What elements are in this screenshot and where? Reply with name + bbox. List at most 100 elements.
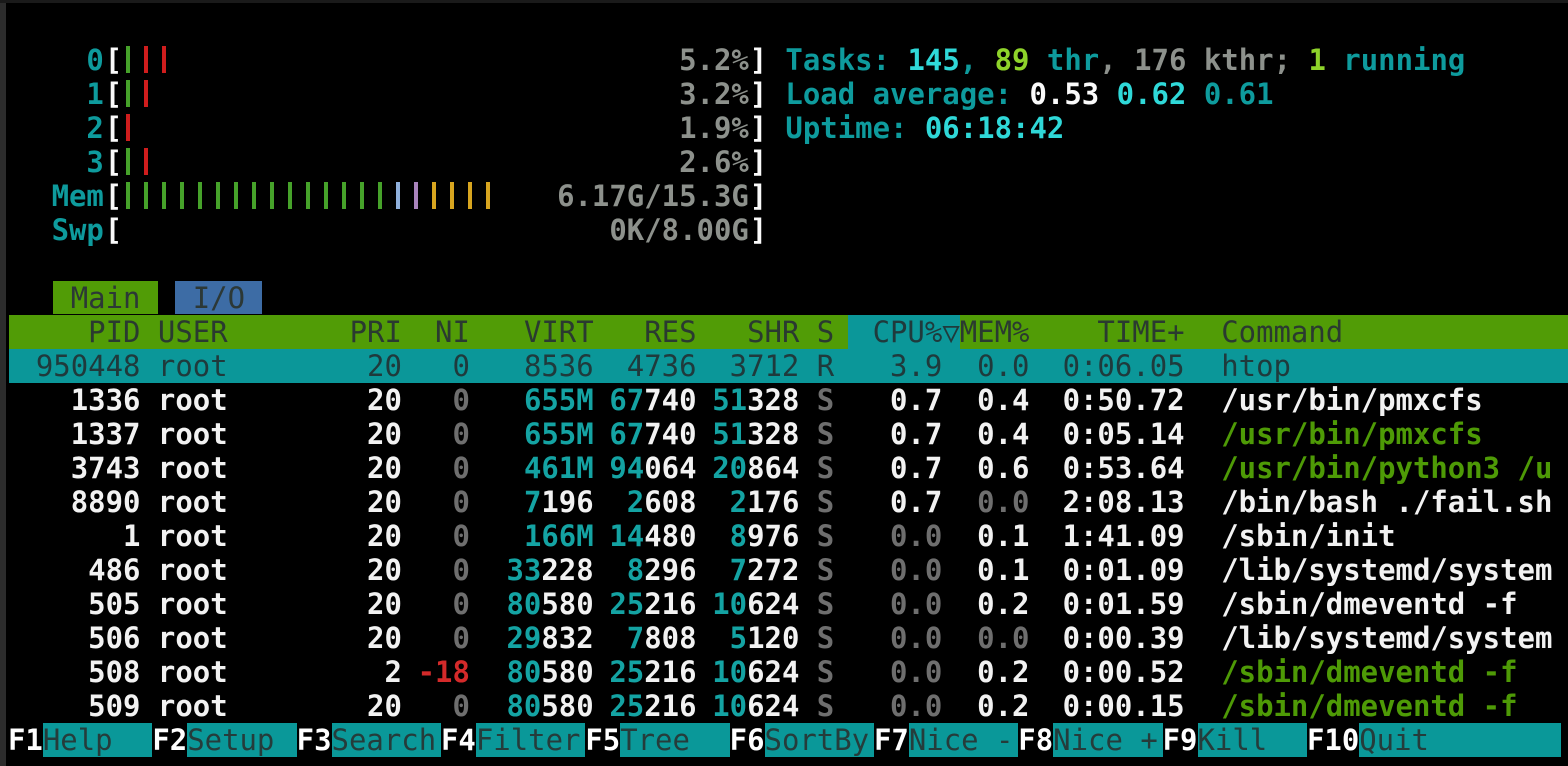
tab-io[interactable]: I/O — [175, 281, 263, 315]
column-header-state[interactable]: S — [816, 315, 835, 349]
meter-close-bracket: ] — [749, 179, 768, 213]
user-cell: root — [157, 553, 228, 587]
tab-main[interactable]: Main — [53, 281, 158, 315]
mem-cell: 0.2 — [977, 689, 1030, 723]
res-cell: 25216 — [609, 689, 697, 723]
function-key[interactable]: F6 — [729, 723, 765, 757]
column-header-cpu[interactable]: CPU% — [872, 315, 943, 349]
user-cell: root — [157, 689, 228, 723]
function-key[interactable]: F4 — [440, 723, 476, 757]
load-label: Load average: — [785, 77, 1030, 111]
pri-cell: 20 — [367, 689, 402, 723]
process-row[interactable]: 486 root 20 0 33228 8296 7272 S 0.0 0.1 … — [8, 553, 1568, 587]
function-key-label[interactable]: Nice - — [908, 723, 1019, 757]
res-cell: 7808 — [626, 621, 697, 655]
process-row[interactable]: 3743 root 20 0 461M 94064 20864 S 0.7 0.… — [8, 451, 1568, 485]
virt-cell: 29832 — [506, 621, 594, 655]
function-key[interactable]: F3 — [296, 723, 332, 757]
function-key[interactable]: F7 — [873, 723, 909, 757]
function-key[interactable]: F5 — [585, 723, 621, 757]
column-header-time[interactable]: TIME+ — [1097, 315, 1185, 349]
function-key[interactable]: F1 — [8, 723, 43, 757]
pid-cell: 505 — [88, 587, 141, 621]
cpu-cell: 0.0 — [890, 689, 943, 723]
function-key-label[interactable]: SortBy — [764, 723, 874, 757]
function-key-label[interactable]: Quit — [1359, 723, 1562, 757]
user-cell: root — [157, 383, 228, 417]
cpu-cell: 0.0 — [890, 519, 943, 553]
shr-cell: 2176 — [729, 485, 800, 519]
cpu-cell: 0.7 — [890, 485, 943, 519]
time-cell: 0:01.59 — [1062, 587, 1185, 621]
pid-cell: 8890 — [70, 485, 141, 519]
mem-cell: 0.0 — [977, 621, 1030, 655]
column-header-res[interactable]: RES — [644, 315, 697, 349]
process-row[interactable]: 509 root 20 0 80580 25216 10624 S 0.0 0.… — [8, 689, 1568, 723]
function-key-label[interactable]: Help — [42, 723, 153, 757]
memory-meter-label: Mem — [51, 179, 104, 213]
virt-cell: 655M — [523, 417, 594, 451]
function-key-label[interactable]: Filter — [475, 723, 586, 757]
meter-close-bracket: ] — [749, 43, 768, 77]
time-cell: 1:41.09 — [1062, 519, 1185, 553]
process-row[interactable]: 505 root 20 0 80580 25216 10624 S 0.0 0.… — [8, 587, 1568, 621]
shr-cell: 10624 — [712, 689, 800, 723]
process-row-selected[interactable]: 950448 root 20 0 8536 4736 3712 R 3.9 0.… — [8, 349, 1568, 383]
function-key-label[interactable]: Kill — [1197, 723, 1307, 757]
column-header-user[interactable]: USER — [157, 315, 228, 349]
ni-cell: 0 — [452, 519, 470, 553]
column-header-ni[interactable]: NI — [435, 315, 470, 349]
user-cell: root — [157, 485, 228, 519]
pid-cell: 508 — [88, 655, 141, 689]
function-key[interactable]: F10 — [1306, 723, 1360, 757]
column-header-virt[interactable]: VIRT — [523, 315, 594, 349]
function-key[interactable]: F8 — [1018, 723, 1054, 757]
shr-cell: 3712 — [729, 349, 800, 383]
table-header-band — [9, 315, 1568, 349]
shr-cell: 5120 — [729, 621, 800, 655]
function-key-bar: F1 Help F2 Setup F3 Search F4 Filter F5 … — [8, 723, 1568, 757]
process-row[interactable]: 506 root 20 0 29832 7808 5120 S 0.0 0.0 … — [8, 621, 1568, 655]
command-cell: /usr/bin/python3 /u — [1221, 451, 1553, 485]
command-cell: htop — [1221, 349, 1291, 383]
command-cell: /usr/bin/pmxcfs — [1221, 417, 1483, 451]
meter-open-bracket: [ — [104, 145, 123, 179]
ni-cell: 0 — [452, 553, 470, 587]
function-key[interactable]: F2 — [152, 723, 188, 757]
time-cell: 2:08.13 — [1062, 485, 1185, 519]
process-row[interactable]: 508 root 2 -18 80580 25216 10624 S 0.0 0… — [8, 655, 1568, 689]
time-cell: 0:01.09 — [1062, 553, 1185, 587]
process-row[interactable]: 1 root 20 0 166M 14480 8976 S 0.0 0.1 1:… — [8, 519, 1568, 553]
state-cell: S — [816, 655, 835, 689]
cpu-meter: 1 [ 3.2% ] — [8, 77, 1568, 111]
state-cell: S — [816, 485, 835, 519]
process-row[interactable]: 1337 root 20 0 655M 67740 51328 S 0.7 0.… — [8, 417, 1568, 451]
shr-cell: 8976 — [729, 519, 800, 553]
user-cell: root — [157, 349, 228, 383]
virt-cell: 166M — [523, 519, 594, 553]
column-header-shr[interactable]: SHR — [747, 315, 800, 349]
user-cell: root — [157, 655, 228, 689]
column-header-pid[interactable]: PID — [88, 315, 141, 349]
function-key-label[interactable]: Nice + — [1053, 723, 1163, 757]
process-row[interactable]: 8890 root 20 0 7196 2608 2176 S 0.7 0.0 … — [8, 485, 1568, 519]
memory-meter: Mem [ 6.17G/15.3G ] — [8, 179, 1568, 213]
running-label: running — [1325, 43, 1466, 77]
function-key[interactable]: F9 — [1162, 723, 1198, 757]
state-cell: R — [816, 349, 835, 383]
state-cell: S — [816, 689, 835, 723]
function-key-label[interactable]: Setup — [187, 723, 297, 757]
cpu-meter: 3 [ 2.6% ] — [8, 145, 1568, 179]
function-key-label[interactable]: Tree — [620, 723, 730, 757]
res-cell: 4736 — [626, 349, 697, 383]
mem-cell: 0.4 — [977, 383, 1030, 417]
ni-cell: 0 — [452, 383, 470, 417]
column-header-command[interactable]: Command — [1221, 315, 1344, 349]
column-header-mem[interactable]: MEM% — [959, 315, 1030, 349]
process-row[interactable]: 1336 root 20 0 655M 67740 51328 S 0.7 0.… — [8, 383, 1568, 417]
mem-cell: 0.2 — [977, 587, 1030, 621]
tasks-summary: Tasks: 145, 89 thr, 176 kthr; 1 running — [785, 43, 1568, 77]
column-header-pri[interactable]: PRI — [349, 315, 402, 349]
function-key-label[interactable]: Search — [331, 723, 441, 757]
swap-meter-value: 0K/8.00G — [609, 213, 749, 247]
